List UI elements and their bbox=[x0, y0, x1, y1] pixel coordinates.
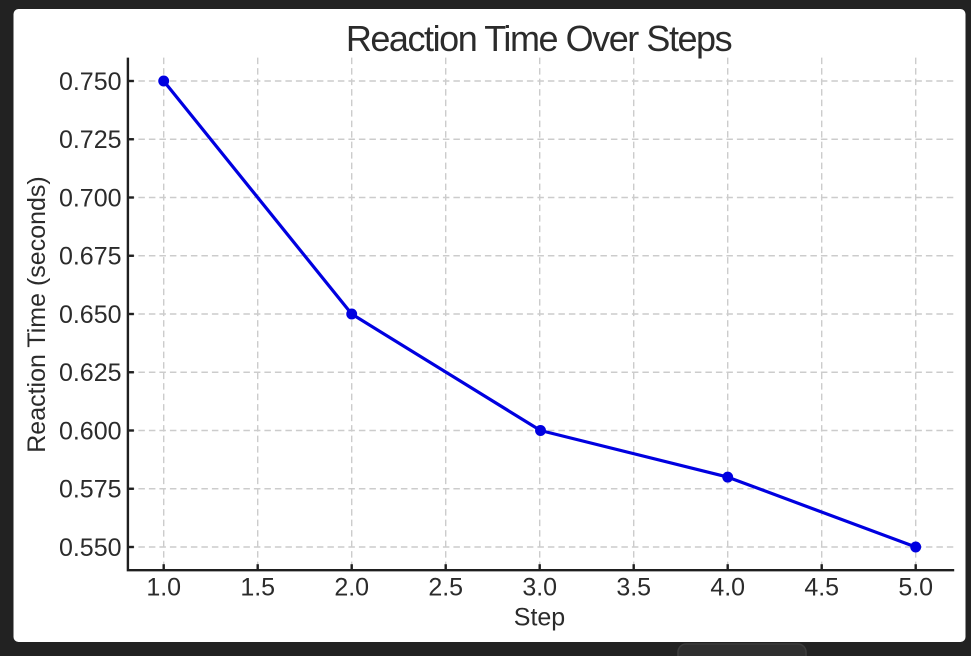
svg-text:3.0: 3.0 bbox=[522, 574, 557, 602]
svg-text:Reaction Time (seconds): Reaction Time (seconds) bbox=[23, 176, 51, 453]
svg-text:4.0: 4.0 bbox=[710, 574, 745, 602]
svg-text:Step: Step bbox=[514, 603, 565, 631]
svg-text:1.5: 1.5 bbox=[240, 574, 275, 602]
svg-text:0.600: 0.600 bbox=[59, 417, 122, 445]
svg-text:0.550: 0.550 bbox=[59, 534, 122, 562]
svg-text:0.650: 0.650 bbox=[59, 301, 122, 329]
svg-text:0.575: 0.575 bbox=[59, 476, 122, 504]
svg-text:3.5: 3.5 bbox=[616, 574, 651, 602]
svg-text:0.725: 0.725 bbox=[59, 126, 122, 154]
svg-text:5.0: 5.0 bbox=[898, 574, 933, 602]
svg-text:Reaction Time Over Steps: Reaction Time Over Steps bbox=[346, 18, 732, 59]
svg-text:1.0: 1.0 bbox=[146, 574, 181, 602]
svg-text:0.750: 0.750 bbox=[59, 68, 122, 96]
svg-text:0.675: 0.675 bbox=[59, 243, 122, 271]
svg-text:0.700: 0.700 bbox=[59, 184, 122, 212]
svg-text:0.625: 0.625 bbox=[59, 359, 122, 387]
svg-text:2.5: 2.5 bbox=[428, 574, 463, 602]
svg-text:2.0: 2.0 bbox=[334, 574, 369, 602]
svg-text:4.5: 4.5 bbox=[804, 574, 839, 602]
